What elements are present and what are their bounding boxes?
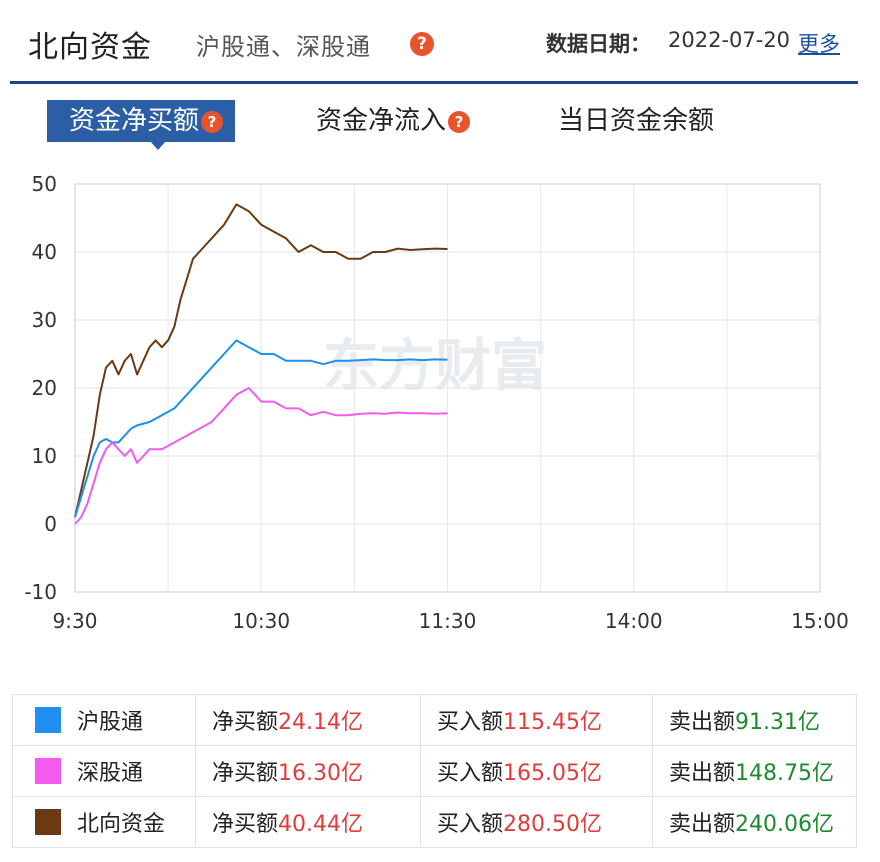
tab-net-inflow[interactable]: 资金净流入? xyxy=(316,100,471,142)
watermark-text: 东方财富 xyxy=(323,334,547,399)
legend-series-name: 深股通 xyxy=(77,761,144,786)
plot-frame xyxy=(74,183,821,593)
legend-series-cell: 沪股通 xyxy=(12,694,196,746)
series-line xyxy=(74,203,448,518)
sell-value: 240.06亿 xyxy=(735,812,834,837)
legend-net-cell: 净买额16.30亿 xyxy=(195,745,421,797)
help-icon[interactable]: ? xyxy=(448,110,471,133)
y-tick-label: 50 xyxy=(32,172,57,196)
buy-label: 买入额 xyxy=(437,761,504,786)
legend-swatch xyxy=(35,707,61,733)
buy-label: 买入额 xyxy=(437,812,504,837)
legend-row: 沪股通 净买额24.14亿 买入额115.45亿 卖出额91.31亿 xyxy=(12,694,857,746)
x-tick-label: 14:00 xyxy=(605,609,663,633)
series-line xyxy=(74,339,448,518)
buy-value: 115.45亿 xyxy=(503,710,602,735)
sell-label: 卖出额 xyxy=(669,761,736,786)
legend-buy-cell: 买入额280.50亿 xyxy=(420,796,653,848)
chart: 东方财富 50 40 30 20 10 0 -10 9:30 10:30 11:30 14:00 15:… xyxy=(24,172,849,633)
legend-sell-cell: 卖出额91.31亿 xyxy=(652,694,857,746)
y-tick-label: 20 xyxy=(32,376,57,400)
legend-series-name: 北向资金 xyxy=(77,812,166,837)
legend-row: 深股通 净买额16.30亿 买入额165.05亿 卖出额148.75亿 xyxy=(12,745,857,797)
legend-series-cell: 北向资金 xyxy=(12,796,196,848)
legend-row: 北向资金 净买额40.44亿 买入额280.50亿 卖出额240.06亿 xyxy=(12,796,857,848)
legend-swatch xyxy=(35,809,61,835)
buy-value: 280.50亿 xyxy=(503,812,602,837)
legend-sell-cell: 卖出额148.75亿 xyxy=(652,745,857,797)
net-buy-label: 净买额 xyxy=(212,812,279,837)
legend-net-cell: 净买额24.14亿 xyxy=(195,694,421,746)
legend-swatch xyxy=(35,758,61,784)
legend-buy-cell: 买入额115.45亿 xyxy=(420,694,653,746)
help-icon[interactable]: ? xyxy=(201,110,224,133)
date-label: 数据日期： xyxy=(546,32,651,56)
x-tick-label: 15:00 xyxy=(791,609,849,633)
x-tick-label: 10:30 xyxy=(232,609,290,633)
y-tick-label: 10 xyxy=(32,444,57,468)
net-buy-value: 40.44亿 xyxy=(278,812,363,837)
tab-label: 资金净买额 xyxy=(69,106,200,136)
net-buy-value: 16.30亿 xyxy=(278,761,363,786)
net-buy-value: 24.14亿 xyxy=(278,710,363,735)
legend-series-cell: 深股通 xyxy=(12,745,196,797)
y-tick-label: 0 xyxy=(44,512,57,536)
tab-label: 资金净流入 xyxy=(316,106,447,136)
net-buy-label: 净买额 xyxy=(212,761,279,786)
buy-label: 买入额 xyxy=(437,710,504,735)
net-buy-label: 净买额 xyxy=(212,710,279,735)
header: 北向资金 沪股通、深股通 ? 数据日期： 2022-07-20 更多 xyxy=(0,0,880,84)
x-tick-label: 9:30 xyxy=(53,609,98,633)
sell-value: 148.75亿 xyxy=(735,761,834,786)
tab-net-buy[interactable]: 资金净买额? xyxy=(47,100,236,142)
legend-series-name: 沪股通 xyxy=(77,710,144,735)
x-tick-label: 11:30 xyxy=(419,609,477,633)
more-link[interactable]: 更多 xyxy=(798,32,840,56)
buy-value: 165.05亿 xyxy=(503,761,602,786)
legend-buy-cell: 买入额165.05亿 xyxy=(420,745,653,797)
tab-daily-balance[interactable]: 当日资金余额 xyxy=(558,100,714,142)
page-title: 北向资金 xyxy=(28,30,152,65)
legend-net-cell: 净买额40.44亿 xyxy=(195,796,421,848)
date-value: 2022-07-20 xyxy=(668,28,791,52)
y-tick-label: -10 xyxy=(24,580,57,604)
help-icon[interactable]: ? xyxy=(410,32,434,56)
active-tab-indicator xyxy=(150,141,166,150)
series-line xyxy=(74,387,448,525)
y-tick-label: 30 xyxy=(32,308,57,332)
tab-label: 当日资金余额 xyxy=(558,106,715,136)
page-subtitle: 沪股通、深股通 xyxy=(196,33,371,61)
legend-sell-cell: 卖出额240.06亿 xyxy=(652,796,857,848)
y-tick-label: 40 xyxy=(32,240,57,264)
sell-label: 卖出额 xyxy=(669,812,736,837)
header-divider xyxy=(10,81,858,84)
sell-label: 卖出额 xyxy=(669,710,736,735)
legend-table: 沪股通 净买额24.14亿 买入额115.45亿 卖出额91.31亿 深股通 净买额16.… xyxy=(12,694,857,848)
sell-value: 91.31亿 xyxy=(735,710,820,735)
